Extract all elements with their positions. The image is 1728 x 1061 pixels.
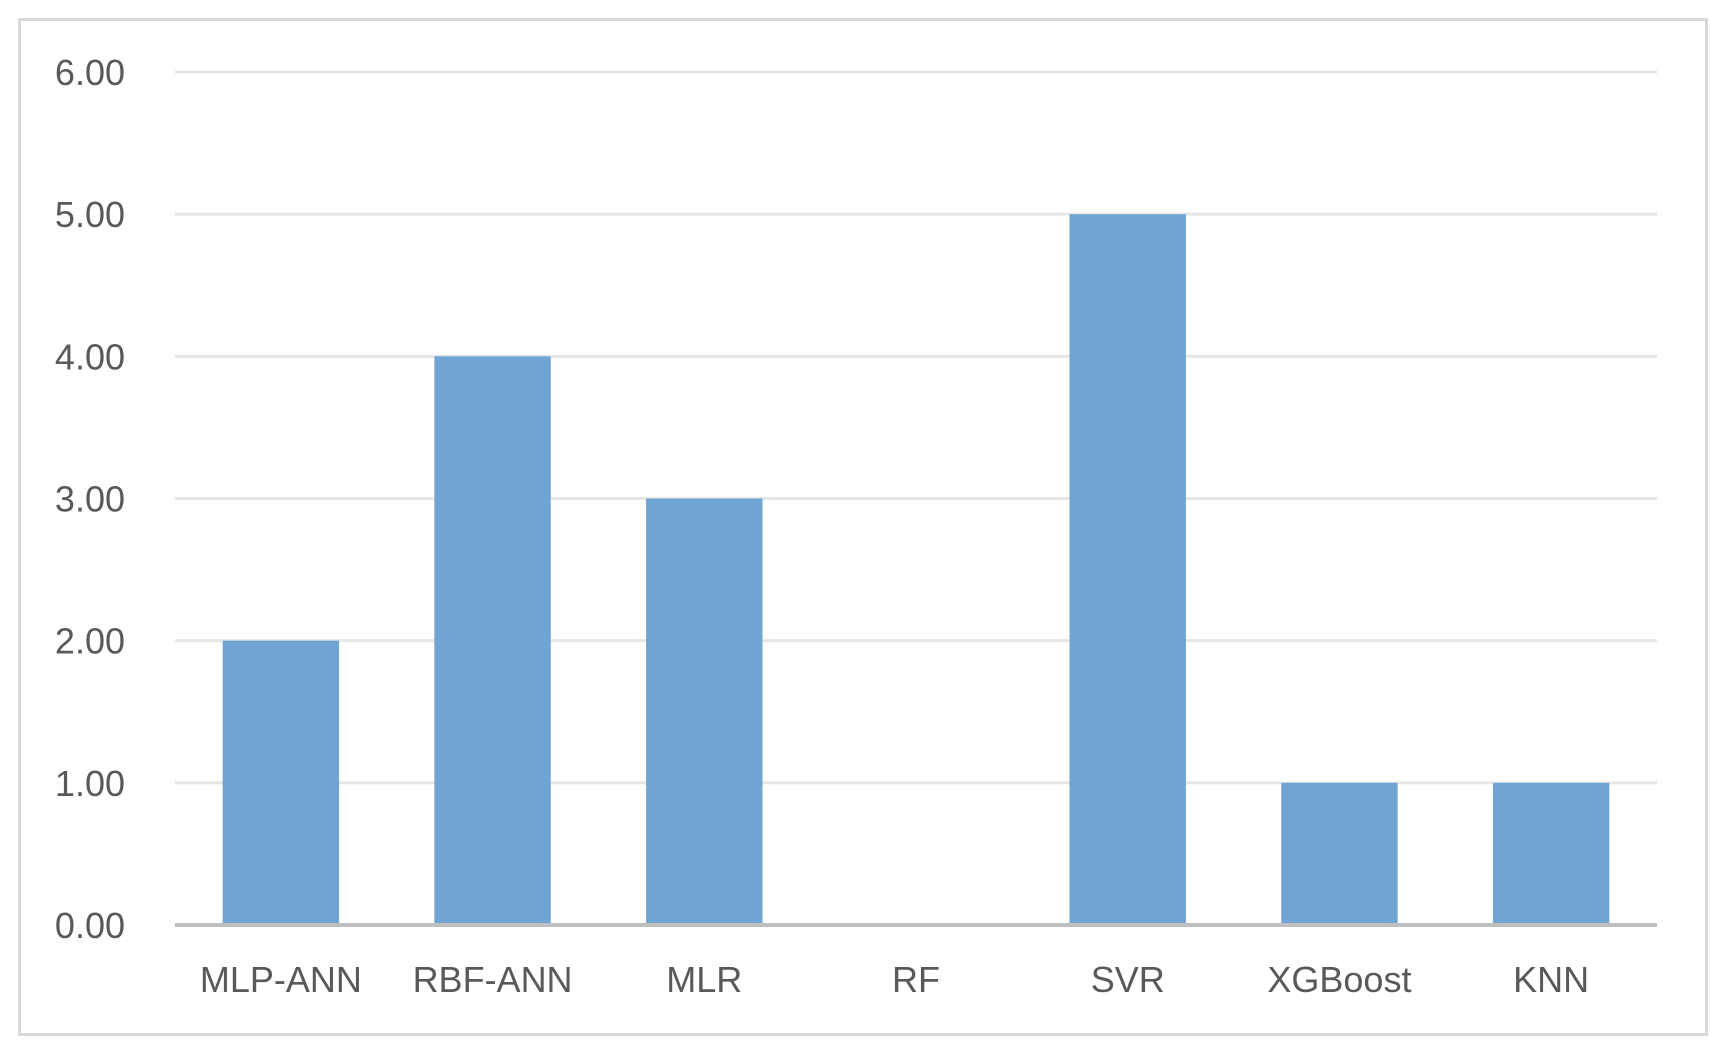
bar-mlr (646, 498, 763, 925)
bar-mlp-ann (222, 640, 340, 925)
y-tick-label: 0.00 (55, 905, 125, 946)
gridlines (175, 70, 1657, 785)
bar-knn (1492, 782, 1610, 925)
bar-rbf-ann (434, 356, 551, 925)
y-tick-label: 2.00 (55, 621, 125, 662)
x-category-label: SVR (1091, 959, 1165, 1000)
x-category-label: RBF-ANN (413, 959, 573, 1000)
y-tick-label: 4.00 (55, 336, 125, 377)
y-axis-tick-labels: 0.00 1.00 2.00 3.00 4.00 5.00 6.00 (55, 52, 125, 946)
x-axis-category-labels: MLP-ANN RBF-ANN MLR RF SVR XGBoost KNN (200, 959, 1589, 1000)
bars (222, 214, 1610, 925)
y-tick-label: 6.00 (55, 52, 125, 93)
x-category-label: XGBoost (1267, 959, 1411, 1000)
x-category-label: RF (892, 959, 940, 1000)
bar-svr (1069, 214, 1186, 925)
bar-xgboost (1281, 782, 1398, 925)
x-category-label: MLP-ANN (200, 959, 362, 1000)
x-category-label: KNN (1513, 959, 1589, 1000)
y-tick-label: 3.00 (55, 479, 125, 520)
x-category-label: MLR (666, 959, 742, 1000)
y-tick-label: 1.00 (55, 763, 125, 804)
y-tick-label: 5.00 (55, 194, 125, 235)
